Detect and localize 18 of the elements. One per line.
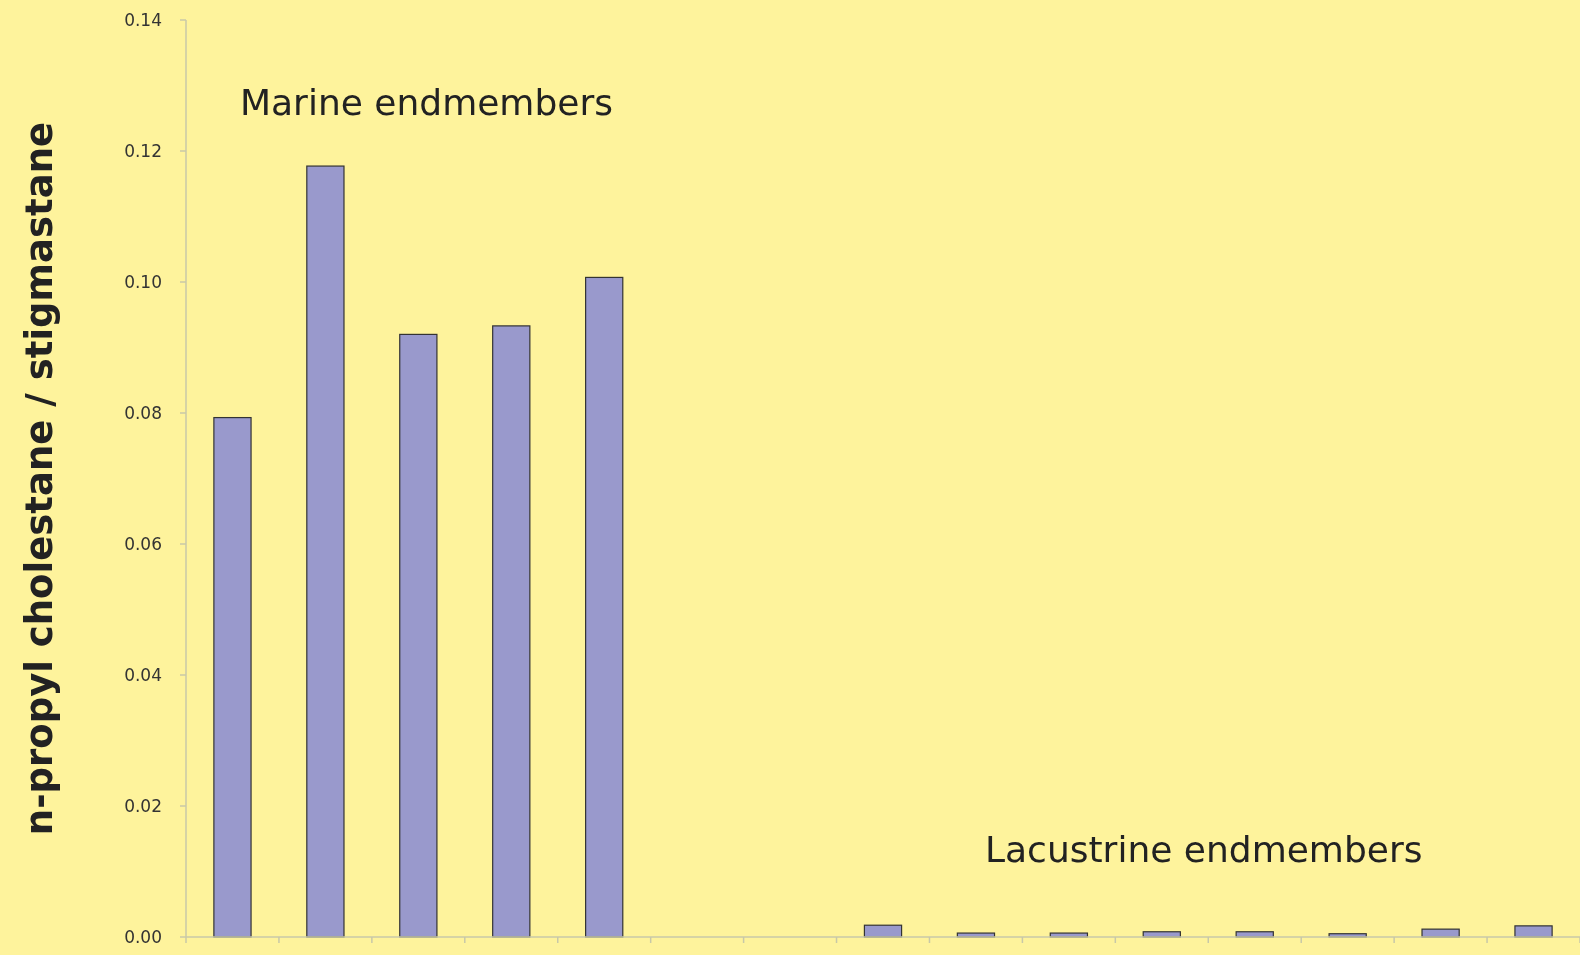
y-tick-label: 0.00 [124,926,162,947]
bar [492,325,531,938]
bar [1514,925,1553,938]
y-tick-label: 0.08 [124,402,162,423]
y-tick-label: 0.04 [124,664,162,685]
bar [306,165,345,938]
y-axis-title: n-propyl cholestane / stigmastane [18,121,61,836]
y-tick-label: 0.12 [124,140,162,161]
y-tick-label: 0.06 [124,533,162,554]
y-tick-label: 0.14 [124,9,162,30]
bar [399,333,438,938]
annotation: Lacustrine endmembers [985,829,1423,870]
annotation: Marine endmembers [240,82,613,123]
bar [213,416,252,938]
bar [1421,928,1460,938]
y-tick-label: 0.02 [124,795,162,816]
y-tick-label: 0.10 [124,271,162,292]
bar [585,276,624,938]
